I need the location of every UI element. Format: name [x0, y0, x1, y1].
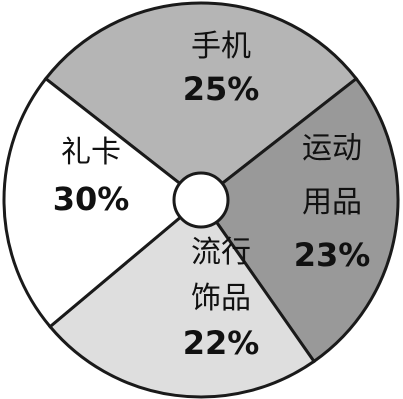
slice-label-1-line-1: 手机 [191, 29, 251, 64]
pie-slice-3 [47, 197, 317, 399]
slice-label-3-line-2: 饰品 [191, 281, 251, 316]
slice-value-1: 25% [183, 70, 260, 108]
pie-slice-4 [2, 76, 204, 329]
slice-value-3: 22% [183, 324, 260, 362]
pie-slice-1 [43, 1, 359, 202]
center-hole [172, 171, 230, 229]
slice-value-4: 30% [53, 180, 130, 218]
slice-label-2-line-1: 运动 [302, 131, 362, 166]
pie-slice-2 [198, 76, 400, 364]
slice-label-2-line-2: 用品 [302, 185, 362, 220]
slice-label-3-line-1: 流行 [191, 235, 251, 270]
slice-label-4-line-1: 礼卡 [61, 135, 121, 170]
slice-value-2: 23% [294, 236, 371, 274]
